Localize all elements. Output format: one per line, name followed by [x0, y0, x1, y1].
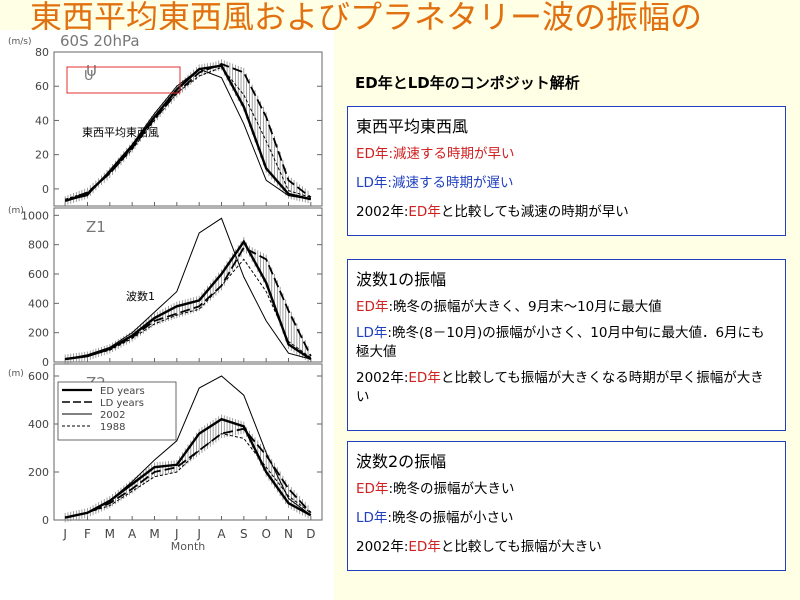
- wave1-summary-box: 波数1の振幅 ED年:晩冬の振幅が大きく、9月末～10月に最大値 LD年:晩冬(…: [347, 259, 786, 431]
- year-2002-line: 2002年:ED年と比較しても減速の時期が早い: [356, 203, 777, 222]
- ld-label: LD年: [356, 510, 388, 526]
- year-2002-line: 2002年:ED年と比較しても振幅が大きい: [356, 538, 777, 557]
- ld-label: LD年: [356, 325, 388, 341]
- box-heading: 東西平均東西風: [356, 117, 469, 136]
- box-heading: 波数1の振幅: [356, 270, 447, 289]
- header-unit: (m/s): [8, 37, 32, 47]
- y-tick-label: 1000: [21, 209, 49, 222]
- month-label: S: [240, 527, 248, 541]
- y-tick-label: 600: [28, 370, 49, 383]
- ed-line: ED年:減速する時期が早い: [356, 145, 777, 164]
- year-text: と比較しても振幅が大きい: [440, 539, 602, 555]
- month-label: J: [174, 527, 179, 541]
- y-tick-label: 200: [28, 327, 49, 340]
- y-tick-label: 0: [42, 514, 49, 527]
- composite-title: ED年とLD年のコンポジット解析: [355, 74, 580, 92]
- ld-label: LD年: [356, 175, 388, 191]
- x-axis-label: Month: [171, 540, 206, 553]
- year-label: 2002年:: [356, 204, 409, 220]
- plot-frame: [53, 363, 323, 521]
- y-tick-label: 400: [28, 297, 49, 310]
- ed-text: :晩冬の振幅が大きい: [388, 481, 515, 497]
- legend-label: LD years: [100, 398, 144, 409]
- y-tick-label: 20: [35, 149, 49, 162]
- wind-summary-box: 東西平均東西風 ED年:減速する時期が早い LD年:減速する時期が遅い 2002…: [347, 106, 786, 236]
- ed-line: ED年:晩冬の振幅が大きく、9月末～10月に最大値: [356, 298, 777, 317]
- ld-text: :晩冬の振幅が小さい: [387, 510, 514, 526]
- ed-text: :減速する時期が早い: [388, 146, 515, 162]
- panel-inner-label: 波数1: [126, 290, 155, 303]
- month-label: F: [84, 527, 91, 541]
- ed-label: ED年: [356, 481, 389, 497]
- ed-label: ED年: [408, 370, 441, 386]
- month-label: M: [105, 527, 115, 541]
- ed-label: ED年: [408, 204, 441, 220]
- series-line: [65, 375, 312, 519]
- chart-figure: (m/s) 60S 20hPa020406080U東西平均東西風U(m)02004…: [8, 32, 323, 553]
- ld-line: LD年:減速する時期が遅い: [356, 174, 777, 193]
- month-label: A: [128, 527, 137, 541]
- legend-label: ED years: [100, 386, 145, 397]
- year-text: と比較しても振幅が大きくなる時期が早く振幅が大きい: [356, 370, 764, 405]
- y-tick-label: 60: [35, 80, 49, 93]
- plot-frame: [53, 207, 323, 363]
- month-label: D: [306, 527, 315, 541]
- legend-label: 2002: [100, 410, 125, 421]
- month-label: J: [196, 527, 201, 541]
- plot-frame: [53, 51, 323, 207]
- y-tick-label: 400: [28, 418, 49, 431]
- y-tick-label: 40: [35, 114, 49, 127]
- y-tick-label: 0: [42, 183, 49, 196]
- month-label: N: [284, 527, 293, 541]
- series-line: [65, 68, 311, 202]
- box-heading: 波数2の振幅: [356, 452, 447, 471]
- y-tick-label: 200: [28, 466, 49, 479]
- ed-label: ED年: [356, 146, 389, 162]
- month-label: A: [217, 527, 226, 541]
- series-line: [65, 217, 311, 360]
- month-label: M: [149, 527, 159, 541]
- series-line: [65, 258, 312, 360]
- ld-text: :減速する時期が遅い: [387, 175, 514, 191]
- header-label: 60S 20hPa: [60, 32, 140, 50]
- y-tick-label: 600: [28, 268, 49, 281]
- ed-label: ED年: [408, 539, 441, 555]
- legend-box: [57, 381, 177, 441]
- ed-text: :晩冬の振幅が大きく、9月末～10月に最大値: [388, 299, 662, 315]
- ld-text: :晩冬(8－10月)の振幅が小さく、10月中旬に最大値．6月にも極大値: [356, 325, 765, 360]
- year-2002-line: 2002年:ED年と比較しても振幅が大きくなる時期が早く振幅が大きい: [356, 369, 777, 407]
- month-label: O: [261, 527, 270, 541]
- y-tick-label: 0: [42, 356, 49, 369]
- month-label: J: [62, 527, 67, 541]
- y-tick-label: 800: [28, 239, 49, 252]
- panel-label: U: [86, 62, 97, 80]
- ed-line: ED年:晩冬の振幅が大きい: [356, 480, 777, 499]
- series-line: [65, 246, 312, 360]
- legend-label: 1988: [100, 422, 125, 433]
- highlight-box: [66, 66, 181, 94]
- year-label: 2002年:: [356, 539, 409, 555]
- unit-label: (m): [8, 206, 24, 216]
- ld-line: LD年:晩冬(8－10月)の振幅が小さく、10月中旬に最大値．6月にも極大値: [356, 324, 777, 362]
- year-label: 2002年:: [356, 370, 409, 386]
- y-tick-label: 80: [35, 46, 49, 59]
- panel-label: Z1: [86, 218, 106, 236]
- unit-label: (m): [8, 369, 24, 379]
- wave2-summary-box: 波数2の振幅 ED年:晩冬の振幅が大きい LD年:晩冬の振幅が小さい 2002年…: [347, 441, 786, 571]
- figure-panel: (m/s) 60S 20hPa 0 20 40 60 80 U 東西平均東西風 U (m) 0 200 4…: [0, 30, 334, 600]
- series-line: [65, 433, 312, 519]
- highlight-label: U: [84, 69, 94, 84]
- series-line: [65, 66, 311, 200]
- year-text: と比較しても減速の時期が早い: [440, 204, 629, 220]
- ed-label: ED年: [356, 299, 389, 315]
- ld-line: LD年:晩冬の振幅が小さい: [356, 509, 777, 528]
